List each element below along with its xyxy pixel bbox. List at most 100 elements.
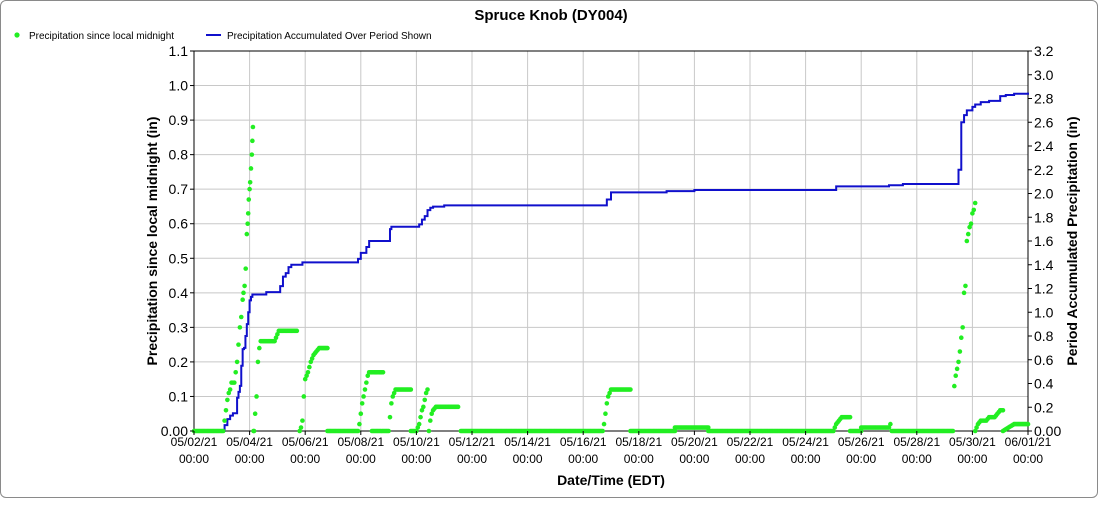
- x-tick-label-date: 05/18/21: [615, 435, 662, 449]
- daily-point: [971, 207, 977, 213]
- right-y-axis-label: Period Accumulated Precipitation (in): [1064, 116, 1080, 365]
- daily-point: [244, 231, 250, 237]
- daily-point: [365, 373, 371, 379]
- daily-point: [364, 380, 369, 385]
- daily-point: [238, 314, 244, 320]
- daily-point: [600, 428, 605, 434]
- legend-label-daily: Precipitation since local midnight: [29, 31, 174, 42]
- right-tick-label: 0.2: [1034, 399, 1054, 415]
- x-axis-label: Date/Time (EDT): [557, 472, 665, 488]
- daily-point: [428, 418, 433, 423]
- daily-point: [307, 364, 312, 370]
- grid: [193, 50, 1029, 432]
- daily-point: [390, 394, 396, 399]
- x-tick-label-time: 00:00: [902, 452, 932, 466]
- daily-point: [956, 359, 961, 365]
- daily-point: [386, 428, 391, 434]
- daily-point: [255, 359, 261, 365]
- daily-series: [191, 124, 1031, 434]
- daily-point: [302, 376, 308, 382]
- left-tick-label: 0.1: [169, 388, 189, 404]
- daily-point: [954, 366, 960, 372]
- daily-point: [225, 397, 230, 403]
- x-tick-label-date: 05/16/21: [560, 435, 607, 449]
- x-tick-label-date: 05/12/21: [449, 435, 496, 449]
- legend-label-accumulated: Precipitation Accumulated Over Period Sh…: [227, 31, 432, 42]
- accumulated-series: [194, 92, 1029, 432]
- daily-point: [958, 335, 964, 341]
- daily-point: [250, 138, 255, 144]
- daily-point: [953, 373, 959, 379]
- legend-marker-daily: [14, 32, 20, 38]
- daily-point: [247, 179, 253, 185]
- right-tick-label: 0.4: [1034, 376, 1054, 392]
- x-tick-label-date: 06/01/21: [1005, 435, 1052, 449]
- daily-point: [1025, 421, 1031, 427]
- daily-point: [254, 394, 259, 399]
- daily-point: [968, 221, 974, 227]
- daily-point: [423, 390, 429, 396]
- daily-point: [250, 124, 256, 130]
- x-tick-label-date: 05/04/21: [226, 435, 273, 449]
- x-tick-label-time: 00:00: [235, 452, 265, 466]
- daily-point: [605, 394, 611, 399]
- daily-point: [294, 328, 300, 334]
- daily-point: [422, 397, 428, 403]
- daily-point: [965, 231, 971, 237]
- daily-point: [308, 359, 314, 365]
- x-tick-label-time: 00:00: [179, 452, 209, 466]
- daily-point: [1000, 407, 1006, 413]
- x-tick-label-time: 00:00: [401, 452, 431, 466]
- daily-point: [418, 414, 423, 420]
- right-tick-label: 2.0: [1034, 186, 1054, 202]
- right-tick-label: 3.0: [1034, 67, 1054, 83]
- left-tick-label: 1.1: [169, 43, 189, 59]
- daily-point: [416, 421, 422, 427]
- daily-point: [967, 224, 972, 230]
- daily-point: [421, 404, 426, 410]
- x-tick-label-date: 05/22/21: [727, 435, 774, 449]
- right-tick-label: 2.6: [1034, 114, 1054, 130]
- chart-title: Spruce Knob (DY004): [474, 7, 627, 24]
- daily-point: [628, 387, 633, 392]
- right-tick-label: 2.4: [1034, 138, 1054, 154]
- daily-point: [357, 421, 362, 427]
- daily-point: [607, 390, 612, 396]
- x-tick-label-time: 00:00: [846, 452, 876, 466]
- daily-point: [389, 401, 394, 406]
- daily-point: [227, 387, 233, 392]
- daily-point: [304, 373, 309, 379]
- x-tick-label-date: 05/28/21: [893, 435, 940, 449]
- daily-point: [252, 411, 258, 417]
- daily-point: [297, 428, 302, 434]
- daily-point: [415, 425, 421, 430]
- daily-point: [831, 428, 836, 434]
- daily-point: [233, 369, 238, 375]
- x-tick-label-date: 05/08/21: [337, 435, 384, 449]
- right-y-axis: 0.00 0.2 0.4 0.6 0.8 1.0 1.2 1.4 1.6 1.8 2.0 2.2 2.4…: [1028, 43, 1061, 439]
- daily-point: [362, 387, 368, 392]
- daily-point: [242, 283, 247, 289]
- daily-point: [387, 414, 393, 420]
- daily-point: [220, 428, 226, 434]
- right-tick-label: 1.6: [1034, 233, 1054, 249]
- x-tick-label-time: 00:00: [679, 452, 709, 466]
- daily-point: [240, 297, 245, 303]
- daily-point: [964, 238, 970, 244]
- x-tick-label-date: 05/10/21: [393, 435, 440, 449]
- daily-point: [232, 380, 237, 385]
- daily-point: [961, 290, 967, 296]
- left-tick-label: 0.2: [169, 354, 189, 370]
- daily-point: [309, 356, 315, 361]
- daily-point: [358, 411, 364, 417]
- daily-point: [223, 407, 229, 413]
- left-y-axis-label: Precipitation since local midnight (in): [144, 117, 160, 366]
- left-tick-label: 0.9: [169, 112, 189, 128]
- x-tick-label-date: 05/20/21: [671, 435, 718, 449]
- right-tick-label: 0.8: [1034, 328, 1054, 344]
- daily-point: [272, 338, 277, 344]
- daily-point: [888, 421, 893, 427]
- right-tick-label: 0.00: [1034, 423, 1061, 439]
- right-tick-label: 1.4: [1034, 257, 1054, 273]
- right-tick-label: 2.8: [1034, 91, 1054, 107]
